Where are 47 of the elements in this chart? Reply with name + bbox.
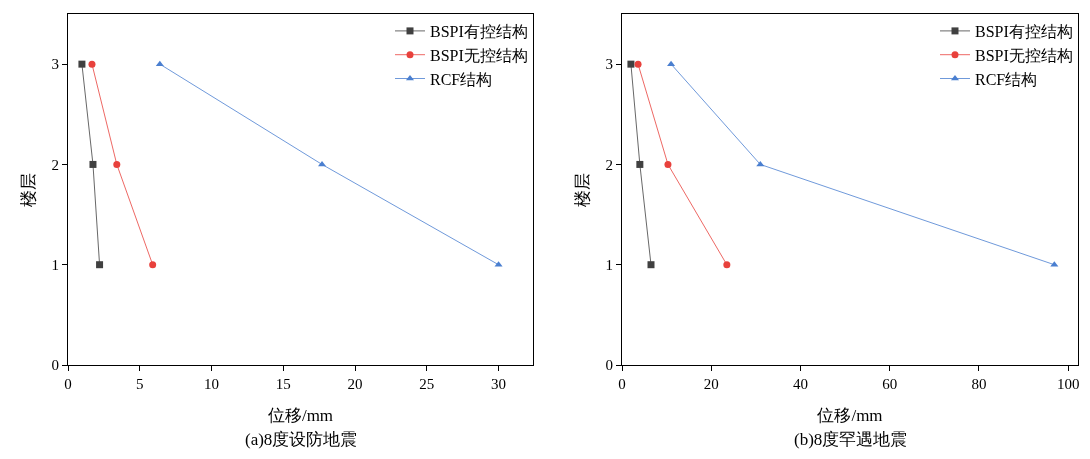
text: (a)8度设防地震 bbox=[245, 430, 358, 449]
point bbox=[317, 160, 327, 167]
x-tick-label: 5 bbox=[136, 376, 144, 392]
y-axis-title: 楼层 bbox=[573, 172, 593, 207]
x-tick-label: 40 bbox=[792, 376, 808, 392]
x-tick-label: 80 bbox=[971, 376, 987, 392]
point bbox=[88, 60, 96, 68]
y-tick-label: 1 bbox=[605, 256, 613, 273]
y-tick-label: 3 bbox=[605, 56, 613, 73]
legend-label: BSPI有控结构 bbox=[975, 23, 1073, 41]
point bbox=[634, 60, 642, 68]
legend-label: BSPI无控结构 bbox=[430, 46, 528, 64]
x-tick-label: 20 bbox=[347, 376, 363, 392]
x-tick-label: 0 bbox=[64, 376, 72, 392]
y-axis-title: 楼层 bbox=[19, 172, 39, 207]
y-tick-label: 0 bbox=[605, 357, 613, 374]
point bbox=[89, 160, 97, 168]
point bbox=[96, 261, 104, 269]
legend-label: RCF结构 bbox=[975, 70, 1038, 88]
y-tick-label: 2 bbox=[51, 156, 59, 173]
point bbox=[78, 60, 86, 68]
y-tick-label: 2 bbox=[605, 156, 613, 173]
text: (b)8度罕遇地震 bbox=[794, 430, 908, 449]
legend-label: RCF结构 bbox=[430, 70, 493, 88]
x-tick-label: 30 bbox=[491, 376, 507, 392]
x-tick-label: 25 bbox=[419, 376, 435, 392]
x-axis-title: 位移/mm bbox=[267, 406, 334, 426]
point bbox=[627, 60, 635, 68]
y-tick-label: 1 bbox=[51, 256, 59, 273]
y-tick-label: 0 bbox=[51, 357, 59, 374]
point bbox=[723, 261, 731, 269]
legend-label: BSPI有控结构 bbox=[430, 23, 528, 41]
point bbox=[647, 261, 655, 269]
y-tick-label: 3 bbox=[51, 56, 59, 73]
x-tick-label: 60 bbox=[882, 376, 898, 392]
point bbox=[636, 160, 644, 168]
point bbox=[664, 160, 672, 168]
x-tick-label: 20 bbox=[703, 376, 719, 392]
x-axis-title: 位移/mm bbox=[817, 406, 883, 426]
x-tick-label: 15 bbox=[275, 376, 291, 392]
x-tick-label: 10 bbox=[204, 376, 220, 392]
point bbox=[149, 261, 157, 269]
x-tick-label: 0 bbox=[618, 376, 626, 392]
point bbox=[113, 160, 121, 168]
point bbox=[756, 160, 765, 167]
x-tick-label: 100 bbox=[1056, 376, 1080, 392]
legend-label: BSPI无控结构 bbox=[975, 46, 1073, 64]
